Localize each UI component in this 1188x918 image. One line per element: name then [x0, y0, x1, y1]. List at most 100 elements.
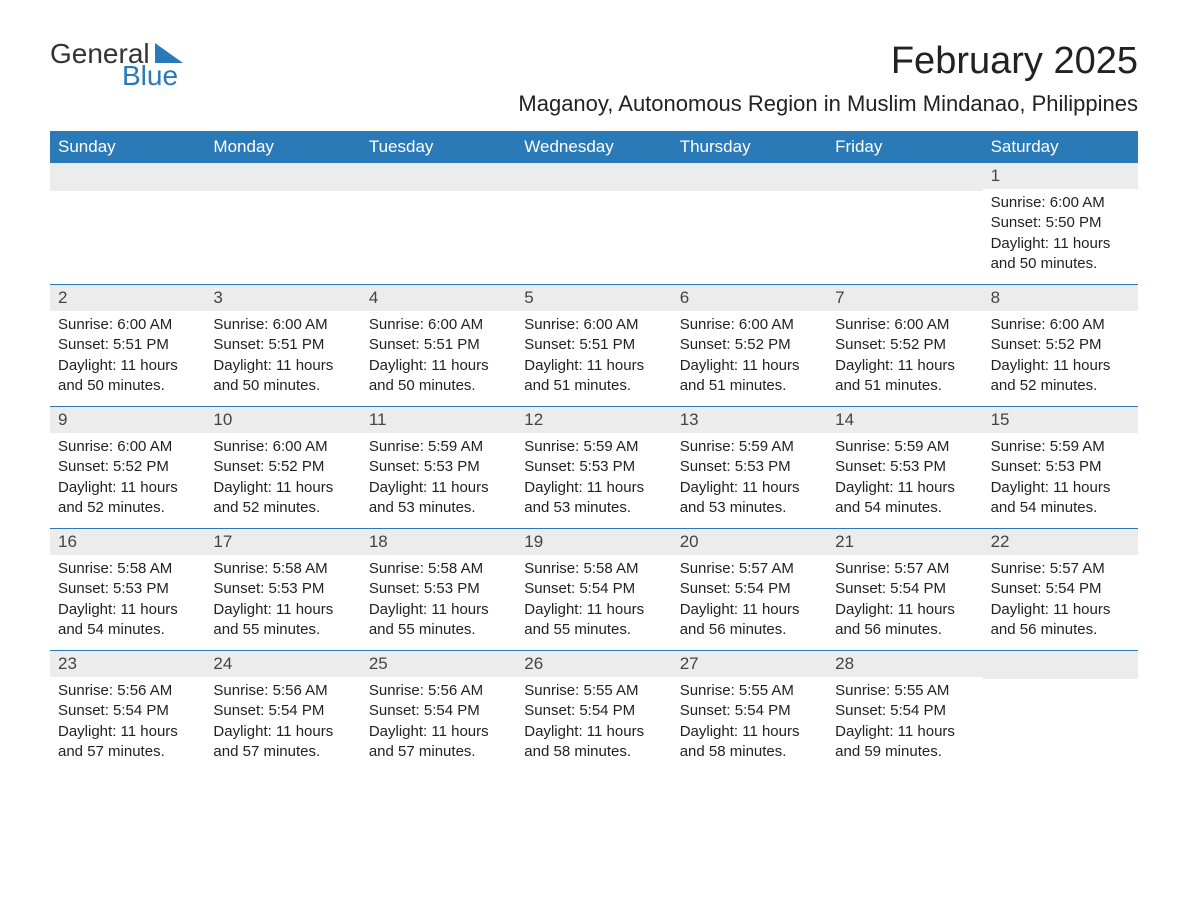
empty-day: [983, 651, 1138, 679]
empty-day: [827, 163, 982, 191]
day-cell: 28Sunrise: 5:55 AMSunset: 5:54 PMDayligh…: [827, 651, 982, 772]
daylight-text: Daylight: 11 hours and 51 minutes.: [524, 356, 663, 397]
weekday-thursday: Thursday: [672, 131, 827, 163]
day-cell: 5 Sunrise: 6:00 AMSunset: 5:51 PMDaylight…: [516, 285, 671, 406]
sunset-text: Sunset: 5:54 PM: [524, 579, 663, 599]
daylight-text: Daylight: 11 hours and 57 minutes.: [213, 722, 352, 763]
day-cell: 15Sunrise: 5:59 AMSunset: 5:53 PMDayligh…: [983, 407, 1138, 528]
day-body: Sunrise: 6:00 AMSunset: 5:51 PMDaylight:…: [50, 311, 205, 406]
day-number: 14: [827, 407, 982, 433]
day-number: 20: [672, 529, 827, 555]
sunrise-text: Sunrise: 5:58 AM: [369, 559, 508, 579]
empty-day: [361, 163, 516, 191]
day-number: 21: [827, 529, 982, 555]
day-number: 7: [827, 285, 982, 311]
day-cell: [50, 163, 205, 284]
empty-day: [205, 163, 360, 191]
daylight-text: Daylight: 11 hours and 55 minutes.: [369, 600, 508, 641]
day-number: 22: [983, 529, 1138, 555]
daylight-text: Daylight: 11 hours and 50 minutes.: [58, 356, 197, 397]
day-body: Sunrise: 5:55 AMSunset: 5:54 PMDaylight:…: [672, 677, 827, 772]
day-cell: 3Sunrise: 6:00 AMSunset: 5:51 PMDaylight…: [205, 285, 360, 406]
logo: General Blue: [50, 40, 183, 90]
sunrise-text: Sunrise: 5:58 AM: [213, 559, 352, 579]
day-body: Sunrise: 5:56 AMSunset: 5:54 PMDaylight:…: [361, 677, 516, 772]
daylight-text: Daylight: 11 hours and 51 minutes.: [680, 356, 819, 397]
sunset-text: Sunset: 5:52 PM: [835, 335, 974, 355]
weekday-friday: Friday: [827, 131, 982, 163]
day-number: 4: [361, 285, 516, 311]
day-number: 25: [361, 651, 516, 677]
empty-day: [516, 163, 671, 191]
day-body: Sunrise: 6:00 AMSunset: 5:51 PMDaylight:…: [361, 311, 516, 406]
weekday-header-row: SundayMondayTuesdayWednesdayThursdayFrid…: [50, 131, 1138, 163]
sunset-text: Sunset: 5:54 PM: [680, 579, 819, 599]
day-body: Sunrise: 6:00 AMSunset: 5:52 PMDaylight:…: [672, 311, 827, 406]
sunset-text: Sunset: 5:54 PM: [991, 579, 1130, 599]
sunset-text: Sunset: 5:51 PM: [524, 335, 663, 355]
sunset-text: Sunset: 5:53 PM: [991, 457, 1130, 477]
day-number: 13: [672, 407, 827, 433]
sunset-text: Sunset: 5:52 PM: [991, 335, 1130, 355]
daylight-text: Daylight: 11 hours and 53 minutes.: [369, 478, 508, 519]
day-cell: 25Sunrise: 5:56 AMSunset: 5:54 PMDayligh…: [361, 651, 516, 772]
sunrise-text: Sunrise: 5:58 AM: [58, 559, 197, 579]
sunrise-text: Sunrise: 6:00 AM: [524, 315, 663, 335]
sunset-text: Sunset: 5:52 PM: [58, 457, 197, 477]
daylight-text: Daylight: 11 hours and 57 minutes.: [369, 722, 508, 763]
day-body: Sunrise: 5:59 AMSunset: 5:53 PMDaylight:…: [827, 433, 982, 528]
sunrise-text: Sunrise: 5:55 AM: [680, 681, 819, 701]
week-row: 2Sunrise: 6:00 AMSunset: 5:51 PMDaylight…: [50, 284, 1138, 406]
sunrise-text: Sunrise: 5:59 AM: [524, 437, 663, 457]
title-block: February 2025 Maganoy, Autonomous Region…: [518, 40, 1138, 117]
day-number: 19: [516, 529, 671, 555]
day-body: Sunrise: 5:59 AMSunset: 5:53 PMDaylight:…: [361, 433, 516, 528]
day-number: 10: [205, 407, 360, 433]
day-number: 17: [205, 529, 360, 555]
daylight-text: Daylight: 11 hours and 52 minutes.: [991, 356, 1130, 397]
day-cell: 8Sunrise: 6:00 AMSunset: 5:52 PMDaylight…: [983, 285, 1138, 406]
day-cell: 10Sunrise: 6:00 AMSunset: 5:52 PMDayligh…: [205, 407, 360, 528]
day-body: Sunrise: 6:00 AMSunset: 5:52 PMDaylight:…: [827, 311, 982, 406]
daylight-text: Daylight: 11 hours and 59 minutes.: [835, 722, 974, 763]
empty-day: [672, 163, 827, 191]
daylight-text: Daylight: 11 hours and 55 minutes.: [213, 600, 352, 641]
daylight-text: Daylight: 11 hours and 53 minutes.: [524, 478, 663, 519]
day-body: Sunrise: 5:57 AMSunset: 5:54 PMDaylight:…: [827, 555, 982, 650]
day-body: Sunrise: 5:57 AMSunset: 5:54 PMDaylight:…: [983, 555, 1138, 650]
sunrise-text: Sunrise: 6:00 AM: [58, 437, 197, 457]
sunrise-text: Sunrise: 6:00 AM: [213, 315, 352, 335]
day-cell: 13Sunrise: 5:59 AMSunset: 5:53 PMDayligh…: [672, 407, 827, 528]
weekday-sunday: Sunday: [50, 131, 205, 163]
sunset-text: Sunset: 5:54 PM: [835, 701, 974, 721]
day-cell: 14Sunrise: 5:59 AMSunset: 5:53 PMDayligh…: [827, 407, 982, 528]
sunrise-text: Sunrise: 5:57 AM: [680, 559, 819, 579]
day-body: Sunrise: 5:58 AMSunset: 5:53 PMDaylight:…: [205, 555, 360, 650]
day-body: Sunrise: 5:58 AMSunset: 5:53 PMDaylight:…: [361, 555, 516, 650]
day-number: 5: [516, 285, 671, 311]
sunset-text: Sunset: 5:54 PM: [835, 579, 974, 599]
sunrise-text: Sunrise: 6:00 AM: [991, 315, 1130, 335]
day-cell: 1Sunrise: 6:00 AMSunset: 5:50 PMDaylight…: [983, 163, 1138, 284]
sunset-text: Sunset: 5:51 PM: [58, 335, 197, 355]
week-row: 23 Sunrise: 5:56 AMSunset: 5:54 PMDayligh…: [50, 650, 1138, 772]
day-number: 12: [516, 407, 671, 433]
sunrise-text: Sunrise: 6:00 AM: [58, 315, 197, 335]
sunset-text: Sunset: 5:52 PM: [213, 457, 352, 477]
day-body: Sunrise: 6:00 AMSunset: 5:51 PMDaylight:…: [205, 311, 360, 406]
sunset-text: Sunset: 5:54 PM: [680, 701, 819, 721]
sunrise-text: Sunrise: 5:59 AM: [835, 437, 974, 457]
day-cell: 21Sunrise: 5:57 AMSunset: 5:54 PMDayligh…: [827, 529, 982, 650]
daylight-text: Daylight: 11 hours and 54 minutes.: [835, 478, 974, 519]
month-title: February 2025: [518, 40, 1138, 83]
day-number: 24: [205, 651, 360, 677]
day-cell: 24Sunrise: 5:56 AMSunset: 5:54 PMDayligh…: [205, 651, 360, 772]
sunrise-text: Sunrise: 5:59 AM: [991, 437, 1130, 457]
empty-day: [50, 163, 205, 191]
day-number: 23: [50, 651, 205, 677]
day-cell: 22Sunrise: 5:57 AMSunset: 5:54 PMDayligh…: [983, 529, 1138, 650]
weekday-saturday: Saturday: [983, 131, 1138, 163]
day-body: Sunrise: 6:00 AMSunset: 5:52 PMDaylight:…: [983, 311, 1138, 406]
sunrise-text: Sunrise: 5:57 AM: [991, 559, 1130, 579]
daylight-text: Daylight: 11 hours and 56 minutes.: [680, 600, 819, 641]
